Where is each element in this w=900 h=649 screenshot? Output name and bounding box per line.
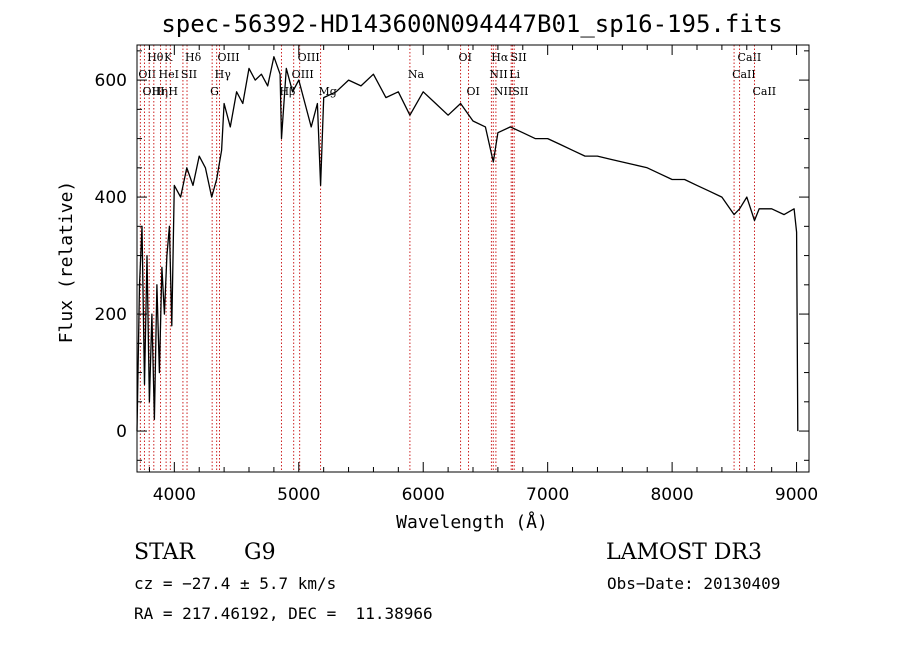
line-marker-label-15: Mg (319, 85, 337, 98)
line-marker-label-5: HeI (159, 68, 179, 81)
plot-frame (136, 44, 810, 473)
series-line-0 (136, 56, 799, 432)
line-marker-label-10: Hγ (215, 68, 232, 81)
line-marker-label-27: CaII (752, 85, 776, 98)
line-marker-label-20: SII (510, 51, 526, 64)
series-layer (136, 56, 799, 432)
line-marker-label-26: CaII (732, 68, 756, 81)
x-tick-label-1: 5000 (277, 485, 320, 505)
observation-date: Obs−Date: 20130409 (607, 574, 781, 593)
line-marker-label-12: OIII (298, 51, 320, 64)
x-axis-label: Wavelength (Å) (396, 511, 548, 533)
line-marker-label-23: NII (494, 85, 512, 98)
line-marker-label-11: G (210, 85, 219, 98)
object-subclass: G9 (244, 540, 276, 565)
line-marker-label-1: OII (138, 68, 156, 81)
y-tick-label-3: 600 (95, 71, 127, 91)
line-marker-label-21: NII (489, 68, 507, 81)
line-marker-label-25: CaII (738, 51, 762, 64)
y-axis-label: Flux (relative) (56, 181, 77, 344)
line-marker-label-17: OI (459, 51, 472, 64)
line-marker-label-24: SII (512, 85, 528, 98)
x-tick-label-3: 7000 (526, 485, 569, 505)
object-class: STAR (134, 540, 195, 565)
x-tick-label-0: 4000 (153, 485, 196, 505)
y-tick-label-1: 200 (95, 305, 127, 325)
survey-name: LAMOST DR3 (606, 540, 762, 565)
line-marker-label-6: H (168, 85, 178, 98)
line-marker-label-3: Hη (152, 85, 168, 98)
line-marker-label-9: OIII (218, 51, 240, 64)
x-tick-label-5: 9000 (775, 485, 818, 505)
line-marker-label-8: SII (181, 68, 197, 81)
line-marker-label-7: Hδ (185, 51, 202, 64)
y-tick-label-2: 400 (95, 188, 127, 208)
line-marker-label-16: Na (408, 68, 425, 81)
chart-title: spec-56392-HD143600N094447B01_sp16-195.f… (161, 10, 782, 38)
line-marker-label-18: OI (467, 85, 480, 98)
line-marker-label-22: Li (509, 68, 520, 81)
x-tick-label-4: 8000 (650, 485, 693, 505)
line-marker-label-13: OIII (292, 68, 314, 81)
y-tick-label-0: 0 (116, 422, 127, 442)
axis-ticks-layer: 4000 5000 6000 7000 8000 9000 0 200 400 600 (95, 45, 818, 505)
line-marker-label-19: Hα (491, 51, 509, 64)
coordinates: RA = 217.46192, DEC = 11.38966 (134, 604, 433, 623)
line-marker-label-4: K (164, 51, 173, 64)
x-tick-label-2: 6000 (402, 485, 445, 505)
redshift-cz: cz = −27.4 ± 5.7 km/s (134, 574, 337, 593)
line-marker-label-0: Hθ (147, 51, 164, 64)
